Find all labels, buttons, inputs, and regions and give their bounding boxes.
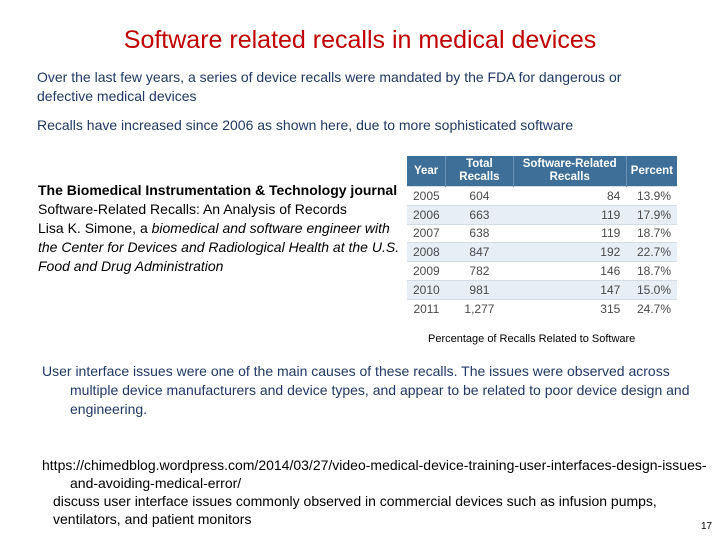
cell-year: 2009: [407, 261, 446, 281]
table-row: 2011 1,277 315 24.7%: [407, 298, 677, 318]
cell-total: 663: [445, 204, 514, 225]
table-row: 2007 638 119 18.7%: [407, 223, 677, 243]
cell-year: 2006: [407, 204, 446, 225]
cell-total: 1,277: [445, 298, 514, 318]
author-role: biomedical and software engineer with th…: [38, 220, 400, 274]
author-name: Lisa K. Simone, a: [38, 220, 148, 236]
table-row: 2009 782 146 18.7%: [407, 261, 677, 281]
cell-software: 146: [513, 261, 627, 281]
cell-software: 119: [513, 223, 627, 243]
cell-percent: 22.7%: [626, 242, 677, 262]
cell-percent: 17.9%: [626, 204, 677, 225]
journal-citation: The Biomedical Instrumentation & Technol…: [38, 181, 403, 276]
article-title: Software-Related Recalls: An Analysis of…: [38, 201, 347, 217]
cell-year: 2010: [407, 279, 446, 300]
cell-software: 84: [513, 186, 627, 206]
cell-year: 2007: [407, 223, 446, 243]
cell-software: 119: [513, 204, 627, 225]
cell-percent: 18.7%: [626, 261, 677, 281]
ui-issues-paragraph: User interface issues were one of the ma…: [42, 363, 690, 417]
intro-paragraph: Over the last few years, a series of dev…: [37, 69, 622, 104]
cell-percent: 15.0%: [626, 279, 677, 300]
slide-title: Software related recalls in medical devi…: [123, 26, 597, 54]
header-software-recalls: Software-Related Recalls: [512, 156, 627, 187]
table-row: 2006 663 119 17.9%: [407, 204, 677, 225]
cell-total: 981: [445, 279, 514, 300]
table-row: 2010 981 147 15.0%: [407, 279, 677, 300]
blog-link[interactable]: https://chimedblog.wordpress.com/2014/03…: [42, 457, 707, 491]
cell-software: 147: [513, 279, 627, 300]
cell-software: 315: [513, 298, 627, 318]
cell-total: 782: [445, 261, 514, 281]
author-line: Lisa K. Simone, a biomedical and softwar…: [38, 219, 403, 276]
cell-year: 2005: [407, 186, 446, 206]
cell-year: 2008: [407, 242, 446, 262]
cell-total: 847: [445, 242, 514, 262]
cell-percent: 24.7%: [626, 298, 677, 318]
page-number: 17: [701, 521, 713, 532]
header-percent: Percent: [625, 156, 677, 187]
recalls-increase-paragraph: Recalls have increased since 2006 as sho…: [37, 117, 574, 133]
cell-total: 604: [445, 186, 514, 206]
header-total-recalls: Total Recalls: [445, 156, 514, 187]
cell-software: 192: [513, 242, 627, 262]
cell-percent: 18.7%: [626, 223, 677, 243]
discuss-paragraph: discuss user interface issues commonly o…: [53, 493, 657, 527]
cell-percent: 13.9%: [626, 186, 677, 206]
recalls-table: Year Total Recalls Software-Related Reca…: [407, 156, 677, 318]
table-row: 2008 847 192 22.7%: [407, 242, 677, 262]
table-caption: Percentage of Recalls Related to Softwar…: [428, 333, 636, 345]
table-header-row: Year Total Recalls Software-Related Reca…: [407, 156, 677, 187]
header-year: Year: [407, 156, 446, 187]
cell-total: 638: [445, 223, 514, 243]
journal-name: The Biomedical Instrumentation & Technol…: [38, 182, 398, 198]
cell-year: 2011: [407, 298, 446, 318]
table-row: 2005 604 84 13.9%: [407, 186, 677, 206]
